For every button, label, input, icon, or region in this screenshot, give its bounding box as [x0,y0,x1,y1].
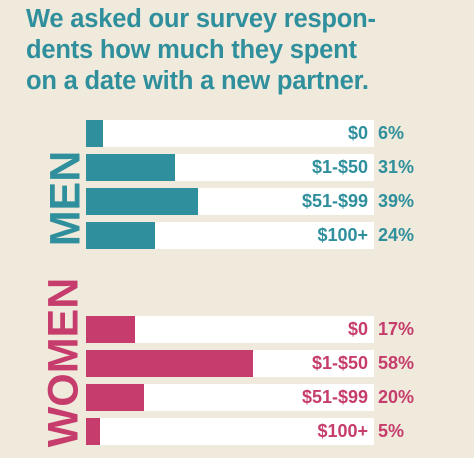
men-bar [86,222,156,249]
value-label: 20% [378,387,415,407]
title-line: dents how much they spent [26,36,357,64]
value-label: 31% [378,157,415,177]
chart-title: We asked our survey respon- dents how mu… [26,4,466,97]
category-label: $1-$50 [311,353,368,373]
women-bar [86,316,135,343]
women-group-label: WOMEN [39,277,88,447]
women-bar-row: $1-$50 [86,350,374,377]
value-label: 39% [378,191,415,211]
men-bar [86,120,104,147]
women-bar-row: $100+ [86,418,374,445]
value-label: 24% [378,225,415,245]
title-line: on a date with a new partner. [26,67,369,95]
men-bar [86,188,199,215]
category-label: $51-$99 [301,191,368,211]
women-bar-row: $51-$99 [86,384,374,411]
bar-track [86,120,374,147]
women-bar [86,418,101,445]
value-label: 17% [378,319,415,339]
women-bar-row: $0 [86,316,374,343]
men-bar [86,154,176,181]
category-label: $0 [347,319,368,339]
category-label: $100+ [317,421,368,441]
men-bar-row: $51-$99 [86,188,374,215]
category-label: $1-$50 [311,157,368,177]
bar-track [86,418,374,445]
men-bar-row: $1-$50 [86,154,374,181]
title-line: We asked our survey respon- [26,5,376,33]
men-bar-row: $0 [86,120,374,147]
men-bar-row: $100+ [86,222,374,249]
value-label: 6% [378,123,405,143]
category-label: $100+ [317,225,368,245]
value-label: 58% [378,353,415,373]
men-group-label: MEN [41,150,90,246]
women-bar [86,350,254,377]
category-label: $0 [347,123,368,143]
value-label: 5% [378,421,405,441]
women-bar [86,384,144,411]
category-label: $51-$99 [301,387,368,407]
